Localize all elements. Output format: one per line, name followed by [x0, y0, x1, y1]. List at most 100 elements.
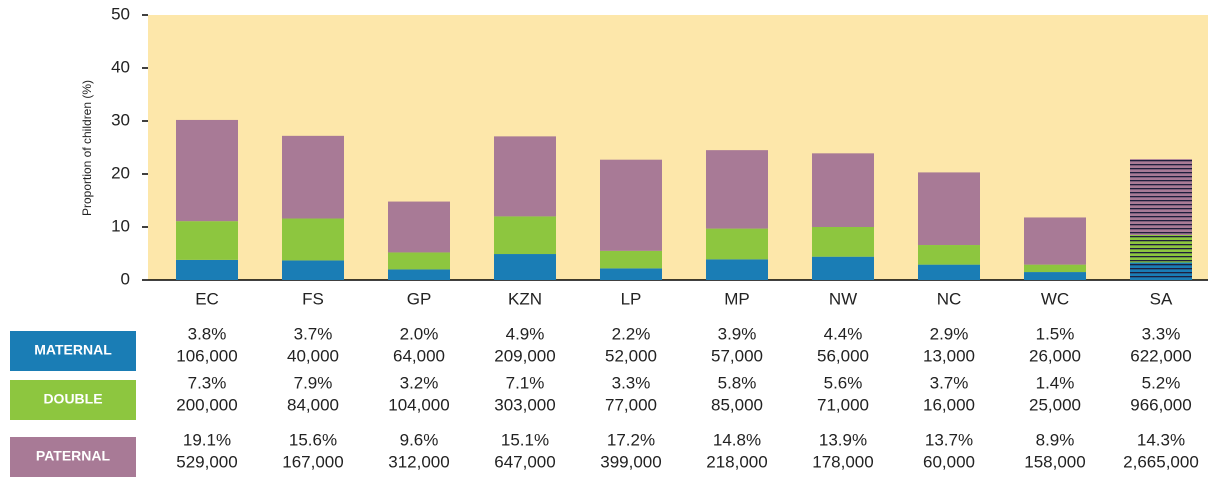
table-percent: 13.9%: [819, 430, 867, 449]
table-count: 57,000: [711, 346, 763, 365]
x-tick-label: NW: [829, 289, 857, 308]
table-count: 167,000: [282, 452, 343, 471]
y-tick-label: 10: [111, 216, 130, 235]
y-axis-label: Proportion of children (%): [80, 80, 94, 216]
table-count: 2,665,000: [1123, 452, 1199, 471]
table-percent: 2.2%: [612, 324, 651, 343]
bar-segment: [282, 260, 344, 280]
bar-segment: [706, 259, 768, 280]
table-count: 104,000: [388, 395, 449, 414]
x-tick-label: NC: [937, 289, 962, 308]
table-count: 218,000: [706, 452, 767, 471]
table-percent: 3.7%: [294, 324, 333, 343]
table-percent: 7.3%: [188, 373, 227, 392]
table-count: 25,000: [1029, 395, 1081, 414]
bar-segment: [812, 227, 874, 257]
table-percent: 2.9%: [930, 324, 969, 343]
table-count: 158,000: [1024, 452, 1085, 471]
table-percent: 3.3%: [612, 373, 651, 392]
bar-segment: [494, 254, 556, 280]
bar-segment: [812, 256, 874, 280]
bar-segment: [1024, 217, 1086, 265]
y-tick-label: 40: [111, 57, 130, 76]
bar-segment: [388, 252, 450, 270]
bar-segment: [600, 250, 662, 269]
table-count: 622,000: [1130, 346, 1191, 365]
table-percent: 7.1%: [506, 373, 545, 392]
x-tick-label: FS: [302, 289, 324, 308]
table-percent: 7.9%: [294, 373, 333, 392]
legend-box: [10, 437, 136, 477]
table-percent: 3.2%: [400, 373, 439, 392]
x-tick-label: EC: [195, 289, 219, 308]
bar-segment: [1024, 264, 1086, 273]
bar-segment: [706, 228, 768, 260]
y-tick-label: 50: [111, 4, 130, 23]
bar-segment: [494, 216, 556, 255]
legend-box: [10, 380, 136, 420]
table-percent: 14.8%: [713, 430, 761, 449]
table-count: 209,000: [494, 346, 555, 365]
x-tick-label: GP: [407, 289, 432, 308]
bar-segment: [918, 264, 980, 280]
table-percent: 4.9%: [506, 324, 545, 343]
table-percent: 5.8%: [718, 373, 757, 392]
table-count: 303,000: [494, 395, 555, 414]
bar-segment: [176, 259, 238, 280]
table-percent: 17.2%: [607, 430, 655, 449]
bar-segment: [176, 221, 238, 260]
x-tick-label: KZN: [508, 289, 542, 308]
table-count: 178,000: [812, 452, 873, 471]
table-percent: 4.4%: [824, 324, 863, 343]
table-count: 26,000: [1029, 346, 1081, 365]
bar-segment: [388, 269, 450, 280]
table-count: 64,000: [393, 346, 445, 365]
y-tick-label: 20: [111, 163, 130, 182]
bar-segment: [1130, 159, 1192, 235]
y-tick-label: 30: [111, 110, 130, 129]
table-count: 71,000: [817, 395, 869, 414]
x-tick-label: MP: [724, 289, 750, 308]
table-count: 966,000: [1130, 395, 1191, 414]
table-percent: 1.5%: [1036, 324, 1075, 343]
table-percent: 19.1%: [183, 430, 231, 449]
table-count: 56,000: [817, 346, 869, 365]
table-count: 60,000: [923, 452, 975, 471]
legend-box: [10, 331, 136, 371]
table-count: 13,000: [923, 346, 975, 365]
x-tick-label: WC: [1041, 289, 1069, 308]
table-count: 84,000: [287, 395, 339, 414]
table-percent: 1.4%: [1036, 373, 1075, 392]
bar-segment: [918, 245, 980, 265]
table-percent: 3.8%: [188, 324, 227, 343]
bar-segment: [600, 159, 662, 251]
table-count: 529,000: [176, 452, 237, 471]
legend-label: MATERNAL: [34, 342, 112, 358]
bar-segment: [388, 201, 450, 253]
bar-segment: [1130, 262, 1192, 280]
bar-segment: [176, 119, 238, 222]
bar-segment: [494, 136, 556, 217]
table-count: 40,000: [287, 346, 339, 365]
table-count: 16,000: [923, 395, 975, 414]
table-count: 399,000: [600, 452, 661, 471]
table-percent: 3.9%: [718, 324, 757, 343]
bar-segment: [812, 153, 874, 227]
table-count: 200,000: [176, 395, 237, 414]
table-count: 312,000: [388, 452, 449, 471]
bar-segment: [282, 218, 344, 261]
table-percent: 5.6%: [824, 373, 863, 392]
bar-segment: [706, 150, 768, 229]
bar-segment: [1130, 234, 1192, 263]
table-count: 647,000: [494, 452, 555, 471]
x-tick-label: LP: [621, 289, 642, 308]
table-percent: 8.9%: [1036, 430, 1075, 449]
table-count: 52,000: [605, 346, 657, 365]
table-percent: 15.1%: [501, 430, 549, 449]
bar-segment: [282, 135, 344, 219]
table-percent: 13.7%: [925, 430, 973, 449]
legend-label: DOUBLE: [43, 391, 102, 407]
table-count: 106,000: [176, 346, 237, 365]
x-tick-label: SA: [1150, 289, 1173, 308]
table-percent: 15.6%: [289, 430, 337, 449]
